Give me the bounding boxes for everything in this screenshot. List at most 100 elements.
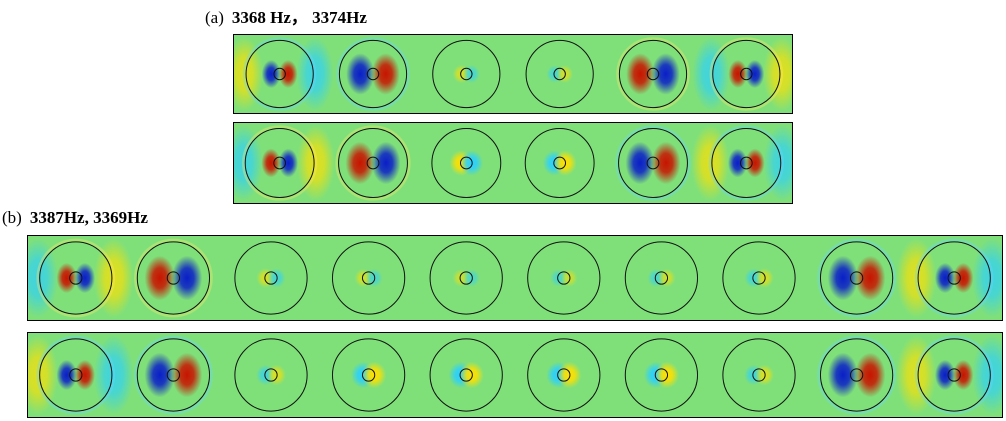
halo-lobe	[896, 238, 937, 318]
field-lobe	[56, 262, 77, 294]
resonator-cell	[817, 238, 897, 318]
resonator-ring	[624, 241, 699, 315]
field-fringe	[615, 125, 691, 201]
weak-lobe	[557, 361, 582, 389]
panel-b-frequencies: 3387Hz, 3369Hz	[29, 208, 148, 227]
resonator-core	[654, 368, 669, 382]
resonator-core	[752, 368, 766, 382]
halo-lobe	[93, 238, 134, 318]
resonator-ring	[712, 39, 781, 109]
field-lobe	[855, 255, 886, 301]
panel-a-frequencies: 3368 Hz， 3374Hz	[231, 8, 367, 27]
halo-lobe	[296, 125, 335, 201]
resonator-cell	[27, 335, 134, 415]
resonator-core	[740, 67, 753, 81]
resonator-core	[849, 271, 864, 285]
resonator-cell	[624, 338, 699, 412]
resonator-core	[264, 368, 278, 382]
field-fringe	[709, 37, 784, 111]
field-lobe	[745, 148, 765, 178]
panel-b-label: (b) 3387Hz, 3369Hz	[2, 208, 148, 228]
weak-lobe	[755, 268, 774, 288]
field-lobe	[626, 53, 655, 95]
halo-lobe	[296, 37, 334, 111]
resonator-core	[849, 368, 864, 382]
field-frame	[27, 235, 1003, 321]
resonator-core	[69, 271, 83, 285]
resonator-core	[264, 271, 278, 285]
resonator-ring	[917, 241, 991, 315]
field-lobe	[855, 352, 886, 398]
weak-lobe	[362, 361, 387, 389]
field-fringe	[335, 125, 411, 201]
weak-lobe	[459, 361, 484, 389]
halo-lobe	[692, 37, 730, 111]
field-frame	[233, 122, 793, 204]
field-lobe	[345, 141, 375, 185]
resonator-ring	[338, 39, 408, 109]
resonator-cell	[722, 338, 796, 412]
resonator-ring	[711, 128, 782, 198]
resonator-core	[361, 368, 376, 382]
resonator-ring	[136, 241, 211, 315]
field-lobe	[56, 359, 77, 391]
resonator-core	[459, 156, 473, 170]
resonator-cell	[234, 338, 308, 412]
halo-lobe	[763, 37, 793, 111]
field-lobe	[827, 352, 859, 398]
weak-lobe	[452, 269, 469, 287]
resonator-cell	[133, 335, 213, 415]
resonator-ring	[525, 39, 594, 109]
resonator-core	[947, 271, 961, 285]
resonator-core	[273, 156, 287, 170]
panel-a-label: (a) 3368 Hz， 3374Hz	[205, 8, 367, 28]
field-lobe	[934, 262, 956, 294]
resonator-cell	[817, 335, 897, 415]
weak-lobe	[654, 361, 680, 389]
resonator-ring	[917, 338, 991, 412]
resonator-ring	[429, 338, 503, 412]
resonator-ring	[527, 338, 601, 412]
halo-lobe	[972, 335, 1003, 415]
weak-lobe	[561, 269, 578, 287]
resonator-ring	[618, 39, 688, 109]
resonator-core	[557, 368, 571, 382]
field-lobe	[346, 53, 375, 95]
panel-b-mode-1	[27, 235, 1003, 321]
resonator-cell	[233, 125, 335, 201]
weak-lobe	[658, 268, 676, 288]
weak-lobe	[755, 364, 774, 386]
resonator-core	[166, 271, 181, 285]
panel-b-mode-2	[27, 332, 1003, 418]
resonator-cell	[527, 338, 601, 412]
field-lobe	[651, 53, 680, 95]
resonator-ring	[819, 241, 894, 315]
resonator-ring	[338, 128, 408, 198]
resonator-cell	[525, 39, 594, 109]
field-lobe	[261, 148, 281, 178]
resonator-ring	[136, 338, 211, 412]
resonator-core	[646, 156, 660, 170]
resonator-ring	[722, 241, 796, 315]
resonator-ring	[39, 241, 113, 315]
field-lobe	[953, 262, 974, 294]
resonator-core	[739, 156, 753, 170]
resonator-cell	[234, 241, 308, 315]
field-lobe	[625, 141, 655, 185]
field-fringe	[616, 37, 690, 111]
resonator-core	[646, 67, 660, 81]
field-lobe	[74, 359, 96, 391]
resonator-core	[361, 271, 376, 285]
resonator-core	[947, 368, 961, 382]
halo-lobe	[233, 125, 263, 201]
resonator-ring	[524, 128, 595, 198]
resonator-cell	[691, 125, 793, 201]
resonator-cell	[624, 241, 699, 315]
resonator-ring	[618, 128, 688, 198]
field-fringe	[36, 335, 116, 415]
resonator-core	[69, 368, 83, 382]
resonator-cell	[429, 338, 503, 412]
resonator-ring	[722, 338, 796, 412]
resonator-ring	[431, 128, 502, 198]
panel-a-tag: (a)	[205, 8, 224, 27]
